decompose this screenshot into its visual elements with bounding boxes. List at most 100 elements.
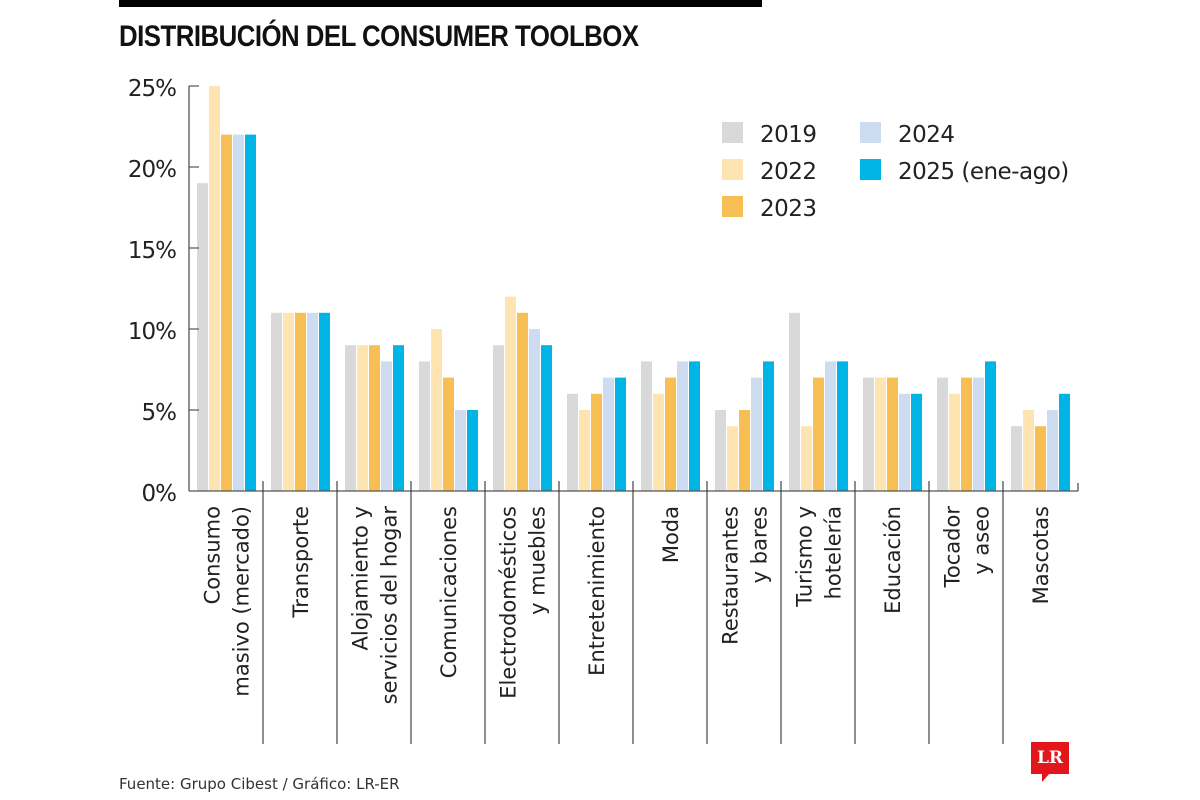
bar-2023-9: [887, 377, 898, 491]
bar-2025-9: [911, 393, 922, 491]
bar-2019-7: [715, 410, 726, 491]
bar-2024-10: [973, 377, 984, 491]
header-rule: [119, 0, 762, 7]
axes-layer: [188, 86, 1079, 744]
source-note: Fuente: Grupo Cibest / Gráfico: LR-ER: [119, 775, 400, 793]
bar-2025-2: [393, 345, 404, 491]
legend-label: 2023: [760, 196, 817, 222]
y-tick-label: 0%: [142, 481, 177, 507]
bar-2024-3: [455, 410, 466, 491]
bar-2024-1: [307, 312, 318, 491]
y-tick-label: 20%: [128, 157, 176, 183]
bar-2022-9: [875, 377, 886, 491]
x-category-label: Restaurantes: [719, 506, 743, 645]
bar-2025-11: [1059, 393, 1070, 491]
x-category-label: y muebles: [526, 506, 550, 615]
bar-2019-2: [345, 345, 356, 491]
bar-2019-5: [567, 393, 578, 491]
bar-2019-9: [863, 377, 874, 491]
bar-2024-7: [751, 377, 762, 491]
bar-2025-7: [763, 361, 774, 491]
bar-2019-10: [937, 377, 948, 491]
bar-2024-2: [381, 361, 392, 491]
bar-2023-3: [443, 377, 454, 491]
bar-2022-0: [209, 86, 220, 491]
bar-2024-8: [825, 361, 836, 491]
bar-2019-3: [419, 361, 430, 491]
bar-2025-4: [541, 345, 552, 491]
bar-2024-5: [603, 377, 614, 491]
x-category-label: Mascotas: [1029, 506, 1053, 604]
x-category-label: Entretenimiento: [585, 506, 609, 676]
bar-2022-10: [949, 393, 960, 491]
bar-2022-7: [727, 426, 738, 491]
bar-2024-0: [233, 134, 244, 491]
x-category-label: Tocador: [941, 506, 965, 589]
bar-2023-8: [813, 377, 824, 491]
y-tick-label: 5%: [142, 400, 177, 426]
legend-label: 2022: [760, 159, 817, 185]
bar-2019-0: [197, 183, 208, 491]
bar-2024-11: [1047, 410, 1058, 491]
bar-2019-1: [271, 312, 282, 491]
legend-label: 2025 (ene-ago): [898, 159, 1069, 185]
bar-2022-4: [505, 296, 516, 491]
x-category-label: y bares: [748, 506, 772, 583]
bar-2022-11: [1023, 410, 1034, 491]
bar-2025-5: [615, 377, 626, 491]
bar-2022-6: [653, 393, 664, 491]
x-category-label: Educación: [881, 506, 905, 614]
bar-2023-5: [591, 393, 602, 491]
bar-2019-11: [1011, 426, 1022, 491]
bar-2022-1: [283, 312, 294, 491]
legend-swatch-2019: [722, 122, 743, 143]
y-axis-ticks: 0% 5% 10% 15% 20% 25%: [128, 76, 199, 507]
x-category-label: Alojamiento y: [349, 506, 373, 650]
y-tick-label: 15%: [128, 238, 176, 264]
y-tick-label: 10%: [128, 319, 176, 345]
legend-swatch-2025: [860, 159, 881, 180]
x-category-label: Consumo: [201, 506, 225, 604]
bar-2025-10: [985, 361, 996, 491]
bar-2023-7: [739, 410, 750, 491]
bar-2024-4: [529, 329, 540, 491]
lr-logo: LR: [1031, 742, 1069, 774]
bar-2025-1: [319, 312, 330, 491]
bar-2024-6: [677, 361, 688, 491]
legend-swatch-2022: [722, 159, 743, 180]
bar-2023-11: [1035, 426, 1046, 491]
legend-swatch-2024: [860, 122, 881, 143]
legend-label: 2019: [760, 122, 817, 148]
x-category-label: servicios del hogar: [378, 506, 402, 705]
lr-logo-tail: [1042, 773, 1050, 782]
bar-2025-8: [837, 361, 848, 491]
bar-2025-0: [245, 134, 256, 491]
bar-2023-2: [369, 345, 380, 491]
x-category-label: hotelería: [822, 506, 846, 599]
x-category-label: Transporte: [289, 506, 313, 618]
bars-layer: [197, 86, 1070, 491]
bar-2019-6: [641, 361, 652, 491]
x-category-label: Turismo y: [793, 506, 817, 608]
bar-2024-9: [899, 393, 910, 491]
bar-2022-2: [357, 345, 368, 491]
bar-2022-3: [431, 329, 442, 491]
x-category-label: masivo (mercado): [230, 506, 254, 697]
bar-2022-5: [579, 410, 590, 491]
x-category-label: Moda: [659, 506, 683, 563]
legend: 2019 2022 2023 2024 2025 (ene-ago): [722, 122, 1069, 222]
bar-2025-3: [467, 410, 478, 491]
x-category-label: Electrodomésticos: [497, 506, 521, 699]
bar-2023-1: [295, 312, 306, 491]
legend-swatch-2023: [722, 196, 743, 217]
bar-2022-8: [801, 426, 812, 491]
bar-2023-4: [517, 312, 528, 491]
y-tick-label: 25%: [128, 76, 176, 102]
legend-label: 2024: [898, 122, 955, 148]
bar-2023-6: [665, 377, 676, 491]
x-category-label: y aseo: [970, 506, 994, 575]
bar-2023-10: [961, 377, 972, 491]
x-category-label: Comunicaciones: [437, 506, 461, 678]
bar-2019-4: [493, 345, 504, 491]
